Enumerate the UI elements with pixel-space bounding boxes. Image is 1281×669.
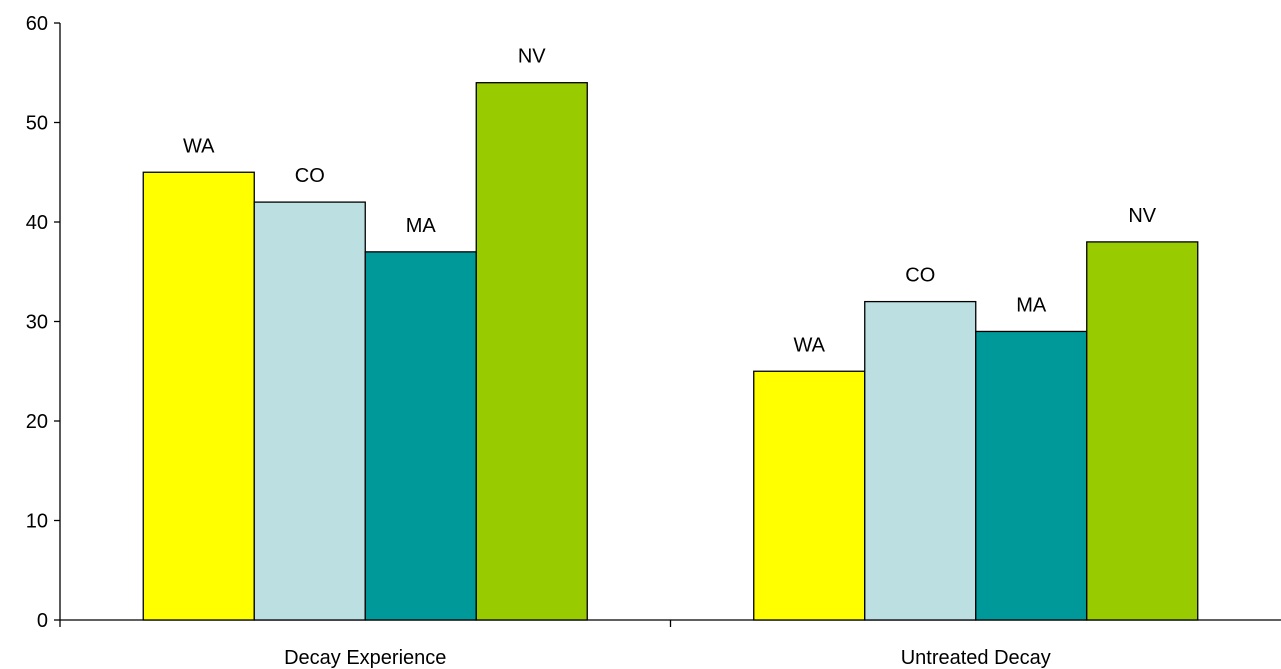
bar-co bbox=[864, 300, 977, 621]
bar-labels: WA WA CO CO MA MA NV NV bbox=[183, 46, 1157, 357]
bar-label: MA bbox=[1016, 294, 1047, 316]
bar-co bbox=[253, 201, 366, 621]
bar-label: WA bbox=[183, 135, 215, 157]
bar-label: NV bbox=[518, 46, 546, 68]
bar-wa bbox=[753, 370, 866, 621]
category-label: Untreated Decay bbox=[901, 647, 1051, 669]
bar-wa bbox=[142, 171, 255, 621]
bar-nv bbox=[475, 82, 588, 621]
bar-label: WA bbox=[794, 334, 826, 356]
y-tick-label: 50 bbox=[26, 113, 48, 135]
x-axis: Decay Experience Untreated Decay bbox=[59, 619, 1281, 669]
bars bbox=[142, 82, 1199, 621]
category-label: Decay Experience bbox=[284, 647, 446, 669]
bar-label: CO bbox=[295, 165, 325, 187]
y-tick-label: 60 bbox=[26, 13, 48, 35]
y-axis: 0 10 20 30 40 50 60 bbox=[26, 13, 61, 632]
y-tick-label: 0 bbox=[37, 610, 48, 632]
y-tick-label: 40 bbox=[26, 212, 48, 234]
bar-ma bbox=[975, 330, 1088, 621]
y-tick-label: 20 bbox=[26, 411, 48, 433]
bar-ma bbox=[364, 251, 477, 621]
bar-label: NV bbox=[1128, 205, 1156, 227]
bar-label: MA bbox=[406, 215, 437, 237]
y-tick-label: 30 bbox=[26, 312, 48, 334]
bar-nv bbox=[1086, 241, 1199, 621]
y-tick-label: 10 bbox=[26, 511, 48, 533]
bar-label: CO bbox=[905, 265, 935, 287]
